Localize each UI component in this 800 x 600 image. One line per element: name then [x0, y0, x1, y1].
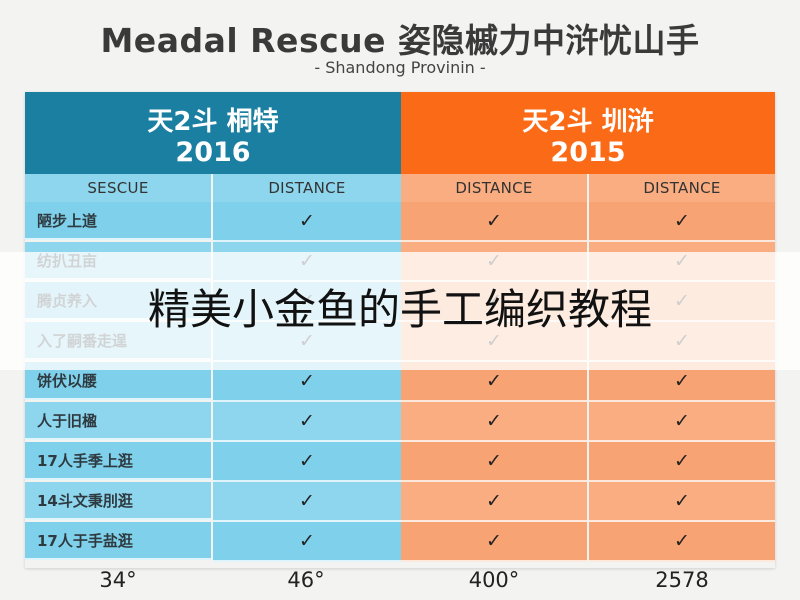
check-icon: ✓: [401, 442, 587, 482]
row-label: 人于旧楹: [25, 402, 211, 440]
row-label: 17人手季上逛: [25, 442, 211, 480]
column-header-rescue: SESCUE: [25, 174, 211, 202]
header-right: 天2斗 圳浒 2015: [401, 92, 775, 174]
check-icon: ✓: [213, 482, 401, 522]
comparison-table: 天2斗 桐特 2016 天2斗 圳浒 2015 SESCUE DISTANCE …: [25, 92, 775, 568]
page-title: Meadal Rescue 姿隐槭力中浒忧山手: [100, 21, 700, 60]
check-icon: ✓: [401, 482, 587, 522]
check-icon: ✓: [589, 202, 775, 242]
footer-value: 34°: [99, 568, 137, 592]
check-icon: ✓: [401, 522, 587, 562]
column-header-distance-2: DISTANCE: [401, 174, 587, 202]
check-icon: ✓: [589, 482, 775, 522]
header-right-label: 天2斗 圳浒: [522, 107, 654, 137]
table-row: 人于旧楹 ✓ ✓ ✓: [25, 402, 775, 442]
check-icon: ✓: [401, 202, 587, 242]
caption-text: 精美小金鱼的手工编织教程: [147, 285, 652, 334]
table-row: 17人手季上逛 ✓ ✓ ✓: [25, 442, 775, 482]
column-header-distance-3: DISTANCE: [589, 174, 775, 202]
footer-value: 2578: [655, 568, 709, 592]
check-icon: ✓: [589, 442, 775, 482]
caption-overlay: [0, 252, 800, 370]
header-left: 天2斗 桐特 2016: [25, 92, 401, 174]
page-subtitle: - Shandong Provinin -: [314, 58, 486, 77]
check-icon: ✓: [213, 402, 401, 442]
check-icon: ✓: [589, 402, 775, 442]
check-icon: ✓: [213, 522, 401, 562]
check-icon: ✓: [401, 402, 587, 442]
row-label: 14斗文秉刖逛: [25, 482, 211, 520]
column-header-distance-1: DISTANCE: [213, 174, 401, 202]
footer-value: 400°: [468, 568, 520, 592]
table-row: 14斗文秉刖逛 ✓ ✓ ✓: [25, 482, 775, 522]
table-row: 陋步上道 ✓ ✓ ✓: [25, 202, 775, 242]
check-icon: ✓: [213, 442, 401, 482]
header-right-year: 2015: [550, 137, 626, 168]
table-footer: 34° 46° 400° 2578: [25, 568, 775, 600]
table-row: 17人于手盐逛 ✓ ✓ ✓: [25, 522, 775, 562]
header-left-label: 天2斗 桐特: [147, 107, 279, 137]
row-label: 陋步上道: [25, 202, 211, 240]
check-icon: ✓: [213, 202, 401, 242]
row-label: 17人于手盐逛: [25, 522, 211, 560]
header-left-year: 2016: [175, 137, 251, 168]
check-icon: ✓: [589, 522, 775, 562]
footer-value: 46°: [287, 568, 325, 592]
